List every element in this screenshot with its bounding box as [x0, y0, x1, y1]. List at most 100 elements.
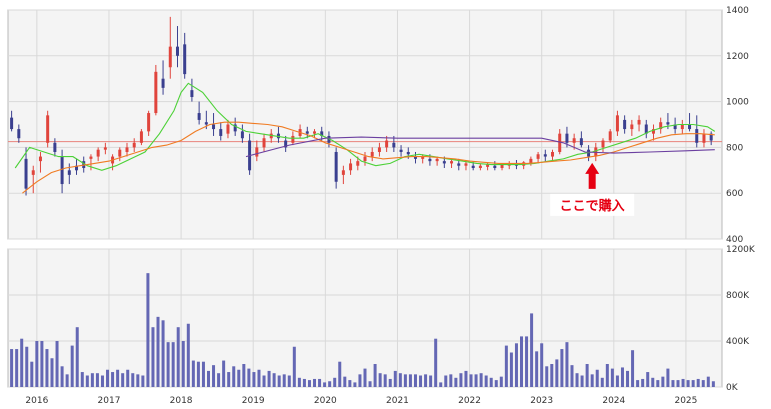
candle-body — [615, 115, 619, 132]
volume-bar — [454, 377, 458, 387]
volume-bar — [701, 380, 705, 387]
volume-bar — [706, 376, 710, 387]
volume-bar — [565, 342, 569, 387]
volume-bar — [459, 373, 463, 387]
x-tick-label: 2017 — [98, 396, 121, 406]
volume-bar — [95, 373, 99, 387]
volume-bar — [151, 327, 155, 387]
candle-body — [226, 124, 230, 134]
volume-bar — [267, 370, 271, 387]
x-tick-label: 2016 — [25, 396, 48, 406]
price-y-tick-label: 400 — [726, 235, 743, 245]
volume-bar — [156, 316, 160, 387]
candle-body — [457, 163, 461, 166]
volume-bar — [363, 368, 367, 387]
candle-body — [450, 161, 454, 164]
volume-bar — [60, 366, 64, 387]
volume-bar — [408, 374, 412, 387]
volume-bar — [131, 373, 135, 387]
volume-bar — [489, 377, 493, 387]
volume-bar — [403, 374, 407, 387]
candle-body — [334, 151, 338, 182]
volume-bar — [292, 346, 296, 387]
volume-bar — [479, 373, 483, 387]
candle-body — [313, 131, 317, 134]
candle-body — [161, 78, 165, 88]
volume-bar — [509, 352, 513, 387]
volume-bar — [75, 327, 79, 387]
candle-body — [132, 142, 136, 148]
candle-body — [341, 170, 345, 175]
volume-bar — [358, 374, 362, 387]
volume-bar — [464, 370, 468, 387]
annotation-arrow — [585, 162, 600, 189]
candle-body — [349, 163, 353, 171]
volume-bar — [20, 338, 24, 387]
volume-bar — [499, 376, 503, 387]
volume-bar — [186, 323, 190, 387]
volume-bar — [217, 373, 221, 387]
volume-bar — [242, 364, 246, 387]
candle-body — [10, 117, 14, 130]
volume-bar — [560, 349, 564, 387]
volume-bar — [136, 374, 140, 387]
volume-bar — [90, 373, 94, 387]
candle-body — [399, 149, 403, 152]
x-tick-label: 2023 — [530, 396, 553, 406]
volume-bar — [590, 374, 594, 387]
volume-bar — [530, 313, 534, 387]
volume-bar — [600, 377, 604, 387]
candle-body — [644, 124, 648, 134]
candle-body — [637, 119, 641, 125]
candle-body — [421, 156, 425, 159]
candle-body — [413, 156, 417, 159]
candle-body — [478, 165, 482, 169]
x-tick-label: 2018 — [170, 396, 193, 406]
volume-bar — [424, 374, 428, 387]
volume-bar — [35, 341, 39, 387]
volume-bar — [307, 380, 311, 387]
candle-body — [406, 151, 410, 155]
volume-bar — [444, 375, 448, 387]
volume-bar — [15, 349, 19, 387]
candle-body — [464, 163, 468, 166]
candle-body — [96, 149, 100, 157]
volume-plot-area — [7, 248, 723, 388]
volume-bar — [550, 364, 554, 387]
volume-bar — [282, 374, 286, 387]
candle-body — [572, 138, 576, 143]
candle-body — [175, 46, 179, 56]
volume-bar — [520, 336, 524, 387]
candle-body — [139, 131, 143, 143]
volume-bar — [257, 369, 261, 387]
candle-body — [212, 124, 216, 130]
candle-body — [233, 124, 237, 132]
candle-body — [46, 115, 50, 143]
candle-body — [551, 151, 555, 157]
volume-bar — [615, 375, 619, 387]
candle-body — [392, 142, 396, 148]
candle-body — [197, 113, 201, 120]
candle-body — [493, 165, 497, 169]
candle-body — [543, 154, 547, 157]
volume-bar — [419, 375, 423, 387]
candle-body — [601, 140, 605, 148]
volume-bar — [514, 343, 518, 387]
candle-body — [240, 131, 244, 139]
candle-body — [305, 131, 309, 134]
volume-bar — [277, 375, 281, 387]
volume-bar — [671, 380, 675, 387]
candle-body — [154, 71, 158, 114]
volume-bar — [535, 351, 539, 387]
annotation-label-bg — [550, 193, 635, 216]
volume-bar — [388, 378, 392, 387]
volume-bar — [449, 374, 453, 387]
volume-bar — [434, 338, 438, 387]
volume-bar — [40, 341, 44, 387]
volume-bar — [227, 372, 231, 387]
volume-bar — [201, 361, 205, 387]
volume-bar — [176, 327, 180, 387]
volume-bar — [580, 375, 584, 387]
candle-body — [284, 140, 288, 148]
